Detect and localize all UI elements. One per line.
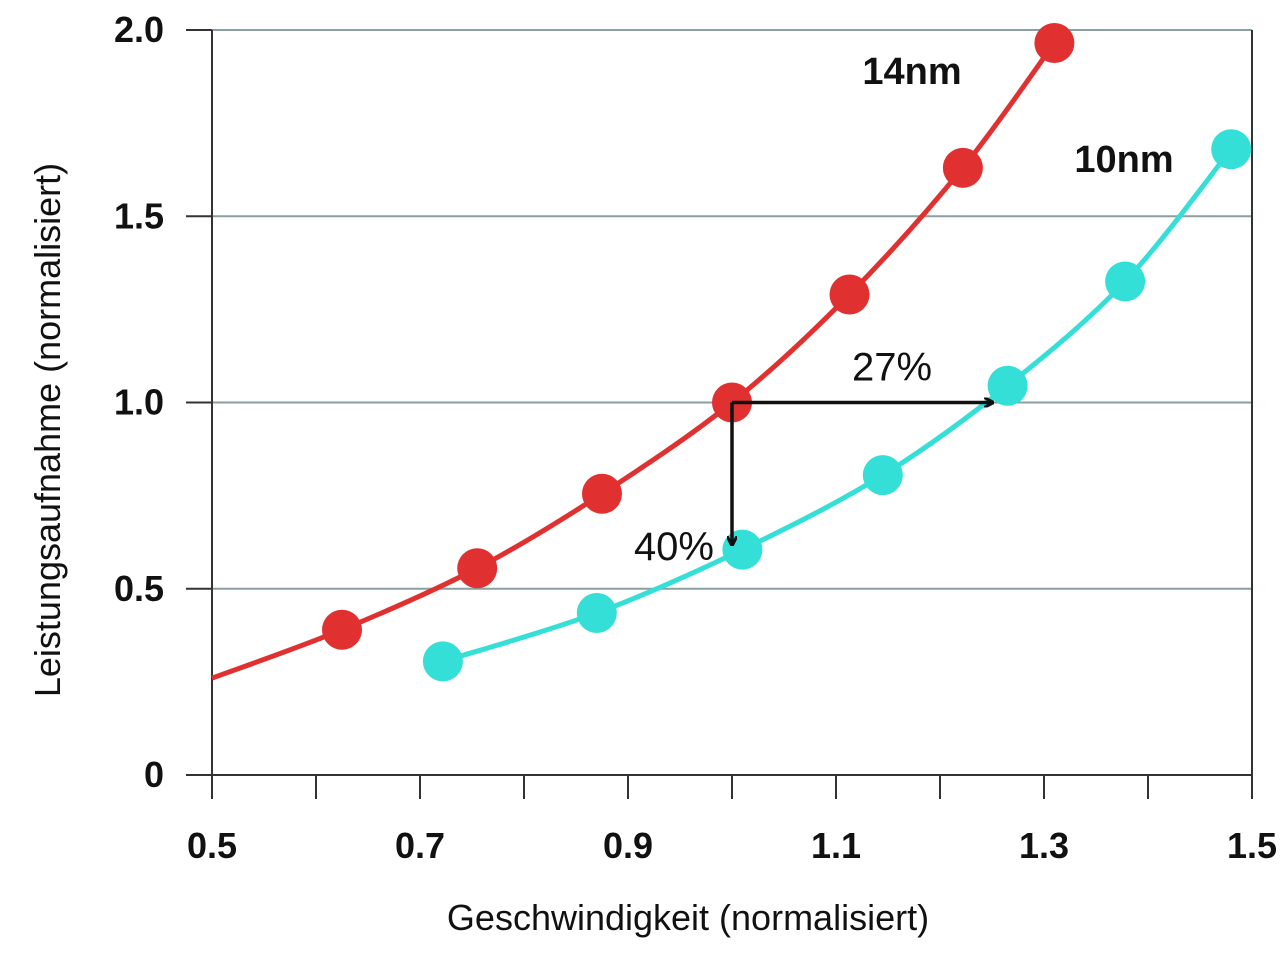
point-10nm-1: [576, 592, 617, 633]
point-10nm-5: [1105, 261, 1146, 302]
y-tick-label-1: 0.5: [114, 568, 164, 609]
point-10nm-3: [862, 455, 903, 496]
x-tick-label-1: 0.7: [395, 825, 445, 866]
series-label-14nm: 14nm: [862, 51, 961, 93]
y-tick-label-3: 1.5: [114, 195, 164, 236]
y-axis-title: Leistungsaufnahme (normalisiert): [27, 163, 68, 697]
annotations-layer: 27% 40%: [634, 346, 992, 569]
point-14nm-4: [829, 274, 870, 315]
point-14nm-0: [322, 609, 362, 650]
y-tick-label-4: 2.0: [114, 9, 164, 50]
y-tick-label-2: 1.0: [114, 382, 164, 423]
x-axis-title: Geschwindigkeit (normalisiert): [447, 897, 929, 938]
series-label-10nm: 10nm: [1074, 139, 1173, 181]
point-10nm-6: [1211, 129, 1252, 170]
x-tick-label-5: 1.5: [1227, 825, 1277, 866]
annotation-label-0: 27%: [852, 346, 932, 390]
point-14nm-2: [582, 473, 622, 514]
x-tick-label-0: 0.5: [187, 825, 237, 866]
point-14nm-6: [1034, 23, 1075, 64]
series-layer: 14nm 10nm: [211, 23, 1252, 682]
x-tick-label-4: 1.3: [1019, 825, 1069, 866]
point-14nm-5: [942, 147, 983, 188]
y-tick-label-0: 0: [144, 754, 164, 795]
axes: 0 0.5 1.0 1.5 2.0 0.5 0.7 0.9 1.1 1.3 1.5: [114, 9, 1277, 866]
point-10nm-4: [987, 365, 1028, 406]
x-tick-label-2: 0.9: [603, 825, 653, 866]
x-tick-label-3: 1.1: [811, 825, 861, 866]
point-14nm-1: [457, 548, 498, 589]
point-10nm-0: [422, 641, 463, 682]
point-10nm-2: [722, 529, 763, 570]
annotation-label-1: 40%: [634, 525, 714, 569]
